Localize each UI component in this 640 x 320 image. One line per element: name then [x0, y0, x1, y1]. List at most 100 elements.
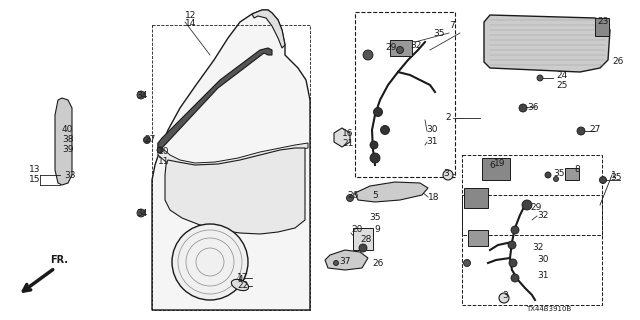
Text: 22: 22	[237, 282, 248, 291]
Polygon shape	[158, 143, 308, 168]
Text: TX44B3910B: TX44B3910B	[526, 306, 572, 312]
Bar	[353, 228, 373, 250]
Text: 33: 33	[64, 172, 76, 180]
Text: 14: 14	[185, 19, 196, 28]
Text: 32: 32	[537, 211, 548, 220]
Text: 26: 26	[347, 191, 358, 201]
Bar	[462, 155, 602, 235]
Polygon shape	[325, 250, 368, 270]
Text: 28: 28	[360, 236, 371, 244]
Text: 40: 40	[62, 125, 74, 134]
Circle shape	[522, 200, 532, 210]
Text: 36: 36	[527, 102, 538, 111]
Text: 27: 27	[589, 125, 600, 134]
Circle shape	[511, 226, 519, 234]
Text: 17: 17	[237, 274, 248, 283]
Text: 15: 15	[29, 174, 40, 183]
Text: FR.: FR.	[50, 255, 68, 265]
Text: 35: 35	[433, 28, 445, 37]
Circle shape	[499, 293, 509, 303]
Text: 3: 3	[502, 292, 508, 300]
Circle shape	[137, 209, 145, 217]
Text: 31: 31	[426, 137, 438, 146]
Circle shape	[463, 260, 470, 267]
Text: 3: 3	[443, 170, 449, 179]
Circle shape	[381, 125, 390, 134]
Text: 35: 35	[610, 173, 621, 182]
Bar	[355, 12, 455, 177]
Circle shape	[600, 177, 607, 183]
Circle shape	[370, 141, 378, 149]
Bar	[464, 188, 488, 208]
Bar	[152, 25, 310, 310]
Circle shape	[519, 104, 527, 112]
Text: 27: 27	[144, 135, 156, 145]
Text: 13: 13	[29, 165, 40, 174]
Text: 10: 10	[158, 148, 170, 156]
Text: 35: 35	[553, 170, 564, 179]
Text: 35: 35	[369, 213, 381, 222]
Circle shape	[137, 91, 145, 99]
Text: 4: 4	[238, 276, 244, 284]
Text: 6: 6	[489, 162, 495, 171]
Circle shape	[359, 244, 367, 252]
Text: 2: 2	[445, 114, 451, 123]
Circle shape	[554, 177, 559, 181]
Bar	[482, 158, 510, 180]
Text: 26: 26	[372, 259, 383, 268]
Circle shape	[346, 195, 353, 202]
Text: 25: 25	[556, 81, 568, 90]
Text: 24: 24	[556, 70, 567, 79]
Circle shape	[370, 153, 380, 163]
Text: 29: 29	[385, 44, 396, 52]
Circle shape	[443, 170, 453, 180]
Polygon shape	[355, 182, 428, 202]
Bar	[390, 40, 412, 56]
Circle shape	[511, 274, 519, 282]
Text: 37: 37	[339, 257, 351, 266]
Text: 29: 29	[530, 203, 541, 212]
Text: 30: 30	[426, 125, 438, 134]
Text: 26: 26	[612, 58, 623, 67]
Text: 34: 34	[136, 92, 147, 100]
Polygon shape	[55, 98, 72, 185]
Text: 1: 1	[611, 171, 617, 180]
Circle shape	[537, 75, 543, 81]
Polygon shape	[158, 48, 272, 153]
Text: 18: 18	[428, 193, 440, 202]
Circle shape	[157, 147, 163, 153]
Text: 38: 38	[62, 135, 74, 145]
Text: 19: 19	[494, 158, 506, 167]
Text: 5: 5	[372, 191, 378, 201]
Text: 31: 31	[537, 271, 548, 281]
Text: 32: 32	[532, 244, 543, 252]
Circle shape	[363, 50, 373, 60]
Text: 20: 20	[351, 226, 362, 235]
Circle shape	[172, 224, 248, 300]
Bar	[462, 195, 602, 305]
Polygon shape	[334, 128, 350, 147]
Circle shape	[508, 241, 516, 249]
Text: 7: 7	[449, 21, 455, 30]
Text: 8: 8	[574, 165, 580, 174]
Bar	[595, 18, 609, 36]
Circle shape	[577, 127, 585, 135]
Text: 21: 21	[342, 139, 353, 148]
Polygon shape	[152, 10, 310, 310]
Circle shape	[143, 137, 150, 143]
Text: 9: 9	[374, 225, 380, 234]
Text: 30: 30	[537, 255, 548, 265]
Polygon shape	[252, 10, 285, 48]
Polygon shape	[165, 148, 305, 234]
Bar	[565, 168, 579, 180]
Circle shape	[397, 46, 403, 53]
Text: 23: 23	[597, 18, 609, 27]
Ellipse shape	[232, 279, 248, 291]
Text: 34: 34	[136, 209, 147, 218]
Circle shape	[509, 259, 517, 267]
Text: 16: 16	[342, 130, 353, 139]
Text: 12: 12	[185, 11, 196, 20]
Circle shape	[333, 260, 339, 266]
Bar	[490, 160, 502, 172]
Circle shape	[545, 172, 551, 178]
